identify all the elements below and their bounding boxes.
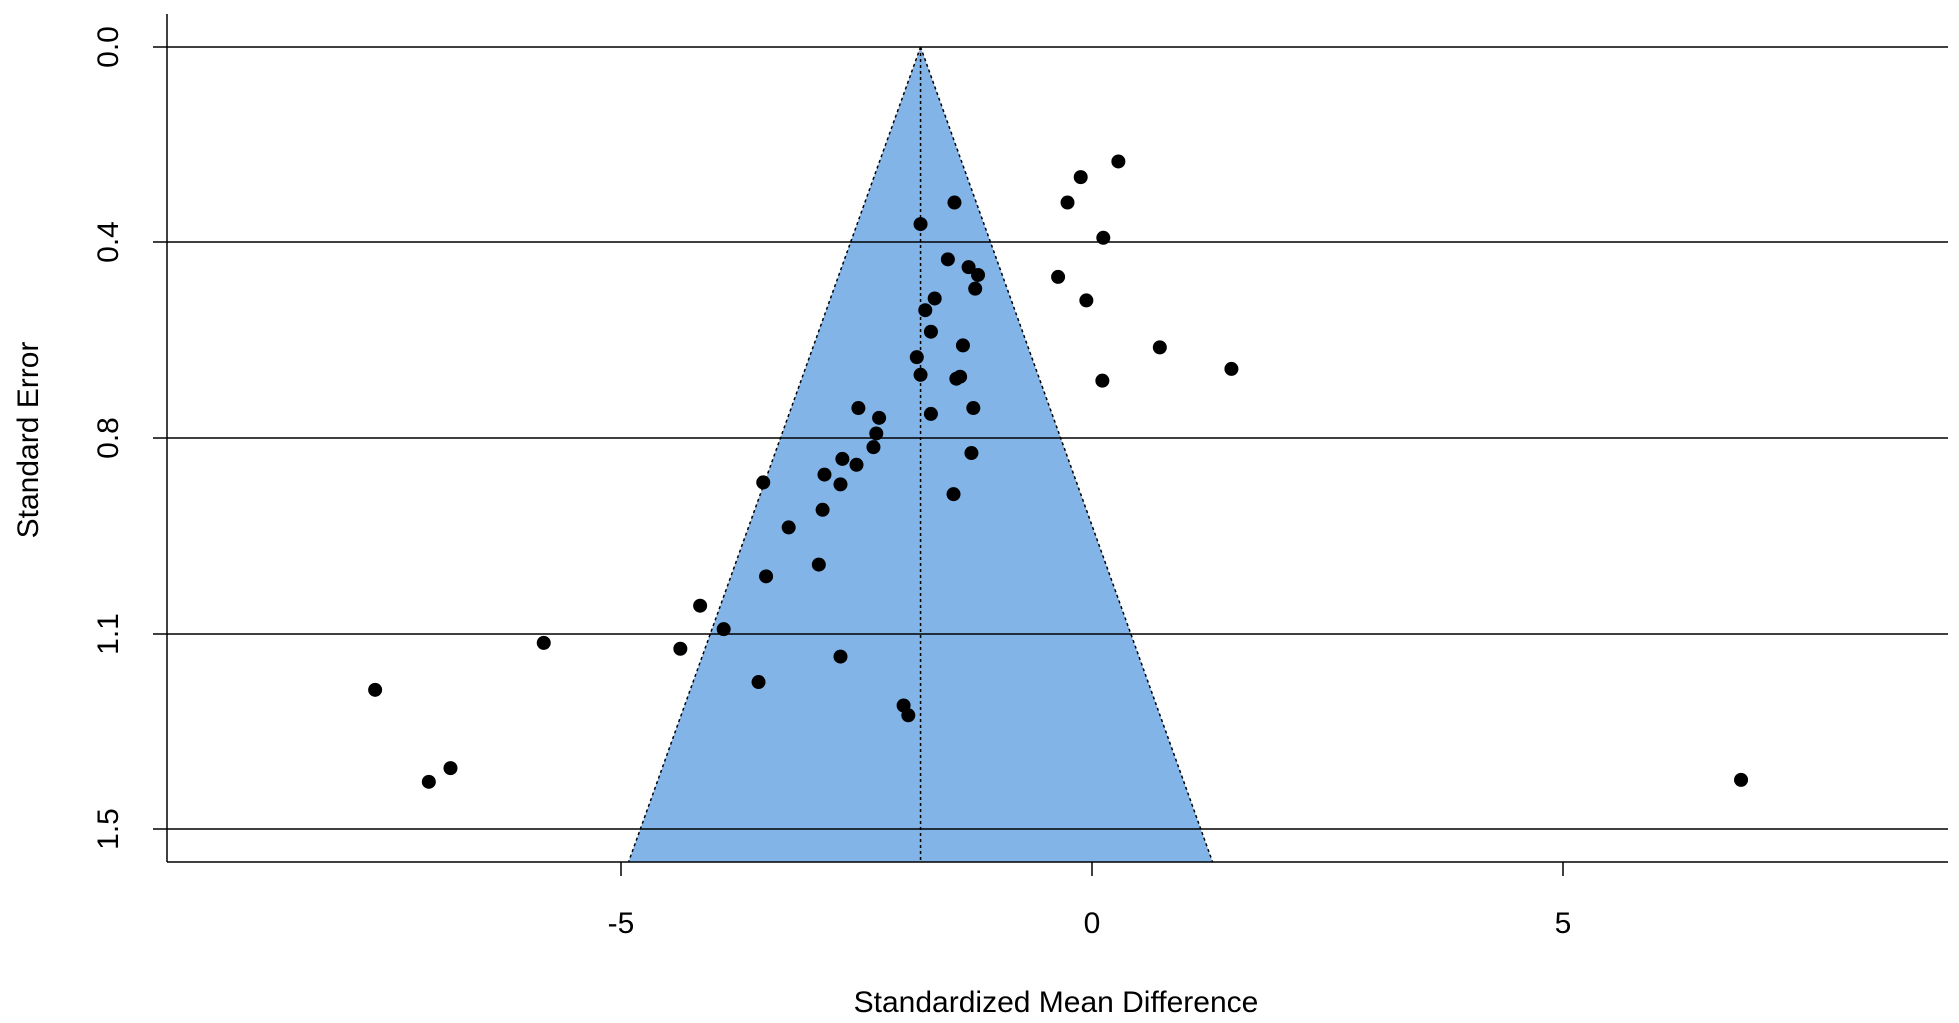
data-point: [872, 410, 887, 425]
data-point: [923, 324, 938, 339]
data-point: [909, 350, 924, 365]
data-point: [849, 457, 864, 472]
x-axis-label: Standardized Mean Difference: [854, 986, 1259, 1019]
data-point: [1096, 230, 1111, 245]
data-point: [536, 635, 551, 650]
data-point: [1111, 154, 1126, 169]
funnel-left-edge: [627, 46, 922, 863]
y-tick-label: 1.1: [92, 613, 125, 655]
data-point: [833, 477, 848, 492]
data-point: [918, 303, 933, 318]
funnel-right-edge: [919, 46, 1214, 863]
gridlines: [167, 46, 1948, 830]
data-point: [817, 467, 832, 482]
tick-labels: 0.0 0.4 0.8 1.1 1.5 -5 0 5: [92, 26, 1571, 940]
data-point: [927, 291, 942, 306]
y-axis-label: Standard Error: [12, 342, 45, 539]
x-tick-label: 5: [1555, 907, 1572, 940]
data-point: [961, 260, 976, 275]
data-point: [964, 446, 979, 461]
data-point: [1152, 340, 1167, 355]
data-point: [946, 487, 961, 502]
data-point: [940, 252, 955, 267]
x-tick-label: 0: [1084, 907, 1101, 940]
y-tick-label: 0.4: [92, 221, 125, 263]
data-point: [955, 338, 970, 353]
data-point: [947, 195, 962, 210]
data-point: [368, 682, 383, 697]
data-points: [368, 154, 1749, 789]
data-point: [716, 622, 731, 637]
data-point: [913, 217, 928, 232]
data-point: [835, 451, 850, 466]
data-point: [949, 371, 964, 386]
data-point: [1079, 293, 1094, 308]
data-point: [759, 569, 774, 584]
data-point: [971, 267, 986, 282]
data-point: [1051, 269, 1066, 284]
x-tick-label: -5: [608, 907, 635, 940]
data-point: [811, 557, 826, 572]
y-tick-label: 0.8: [92, 417, 125, 459]
data-point: [1060, 195, 1075, 210]
data-point: [781, 520, 796, 535]
data-point: [913, 367, 928, 382]
data-point: [869, 426, 884, 441]
data-point: [1073, 170, 1088, 185]
data-point: [421, 774, 436, 789]
data-point: [1734, 772, 1749, 787]
data-point: [866, 440, 881, 455]
data-point: [815, 502, 830, 517]
data-point: [443, 761, 458, 776]
data-point: [756, 475, 771, 490]
data-point: [851, 401, 866, 416]
data-point: [1095, 373, 1110, 388]
funnel-region: [627, 46, 1214, 863]
data-point: [751, 675, 766, 690]
data-point: [673, 641, 688, 656]
y-tick-label: 1.5: [92, 808, 125, 850]
data-point: [901, 708, 916, 723]
y-tick-label: 0.0: [92, 26, 125, 68]
data-point: [966, 401, 981, 416]
data-point: [923, 406, 938, 421]
data-point: [693, 598, 708, 613]
funnel-triangle: [628, 47, 1213, 862]
data-point: [968, 281, 983, 296]
data-point: [1224, 361, 1239, 376]
axes: [153, 14, 1948, 876]
data-point: [833, 649, 848, 664]
